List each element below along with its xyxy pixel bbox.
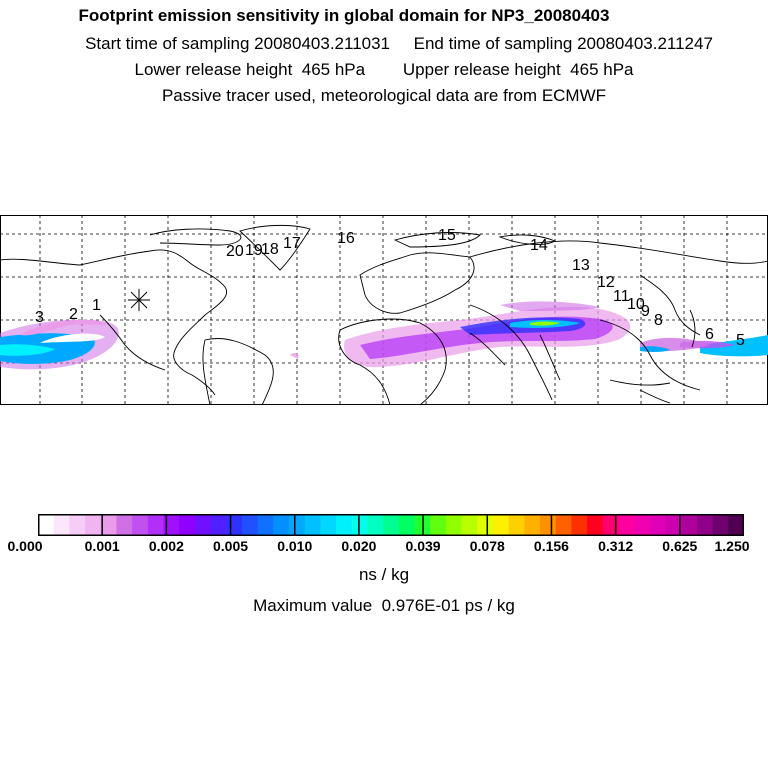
colorbar-swatch	[571, 514, 588, 536]
colorbar-swatch	[179, 514, 196, 536]
colorbar-swatch	[555, 514, 572, 536]
colorbar-swatch	[383, 514, 400, 536]
colorbar-swatch	[618, 514, 635, 536]
colorbar-swatch	[132, 514, 149, 536]
colorbar-tick-label: 0.156	[533, 538, 569, 554]
release-height-line: Lower release height 465 hPa Upper relea…	[134, 60, 634, 79]
colorbar-swatch	[696, 514, 714, 536]
traj-label-17: 17	[283, 235, 301, 252]
traj-label-14: 14	[530, 237, 548, 254]
traj-label-20: 20	[226, 243, 244, 260]
colorbar-swatch	[147, 514, 165, 536]
colorbar-swatch	[304, 514, 321, 536]
colorbar-swatch	[194, 514, 212, 536]
colorbar-swatch	[289, 514, 306, 536]
traj-label-19: 19	[245, 242, 263, 259]
colorbar-swatch	[210, 514, 227, 536]
max-value-text: Maximum value 0.976E-01 ps / kg	[253, 596, 515, 615]
colorbar-swatch	[602, 514, 619, 536]
colorbar-swatch	[336, 514, 353, 536]
colorbar-units: ns / kg	[358, 565, 410, 584]
traj-label-5: 5	[736, 332, 745, 349]
colorbar-border	[38, 514, 744, 536]
traj-label-15: 15	[438, 227, 456, 244]
colorbar-swatch	[492, 514, 510, 536]
colorbar-swatch	[351, 514, 368, 536]
colorbar-tick-label: 0.010	[277, 538, 313, 554]
colorbar-swatch	[38, 514, 55, 536]
map-svg: 1 2 3 5 6 8 9 10 11 12 13 14 15 16 17 18…	[0, 215, 768, 405]
sampling-time-line: Start time of sampling 20080403.211031 E…	[85, 34, 713, 53]
colorbar-tick-label: 1.250	[714, 538, 750, 554]
colorbar-swatch	[257, 514, 274, 536]
traj-label-1: 1	[92, 297, 101, 314]
colorbar	[37, 514, 745, 536]
traj-label-16: 16	[337, 230, 355, 247]
map-title: Footprint emission sensitivity in global…	[78, 6, 610, 25]
colorbar-swatch	[100, 514, 117, 536]
colorbar-swatch	[477, 514, 494, 536]
colorbar-swatch	[398, 514, 416, 536]
footprint-map: 1 2 3 5 6 8 9 10 11 12 13 14 15 16 17 18…	[0, 215, 768, 405]
colorbar-swatch	[367, 514, 384, 536]
colorbar-swatch	[508, 514, 525, 536]
colorbar-swatch	[320, 514, 337, 536]
traj-label-2: 2	[69, 306, 78, 323]
colorbar-swatch	[241, 514, 259, 536]
traj-label-18: 18	[261, 241, 279, 258]
tracer-info-line: Passive tracer used, meteorological data…	[161, 86, 607, 105]
colorbar-tick-label: 0.020	[341, 538, 377, 554]
colorbar-tick-label: 0.625	[662, 538, 698, 554]
colorbar-swatch	[665, 514, 682, 536]
colorbar-swatch	[116, 514, 133, 536]
coastlines	[0, 224, 768, 405]
traj-label-3: 3	[35, 309, 44, 326]
colorbar-swatch	[728, 514, 745, 536]
colorbar-swatch	[461, 514, 478, 536]
colorbar-swatch	[445, 514, 463, 536]
colorbar-swatch	[587, 514, 604, 536]
traj-label-9: 9	[641, 303, 650, 320]
traj-label-6: 6	[705, 326, 714, 343]
colorbar-swatch	[540, 514, 557, 536]
colorbar-swatch	[634, 514, 651, 536]
traj-label-11: 11	[613, 288, 630, 305]
colorbar-swatch	[85, 514, 102, 536]
traj-label-12: 12	[597, 274, 615, 291]
colorbar-tick-label: 0.001	[84, 538, 120, 554]
colorbar-tick-label: 0.312	[598, 538, 634, 554]
colorbar-swatch	[649, 514, 667, 536]
colorbar-tick-label: 0.000	[7, 538, 43, 554]
colorbar-swatch	[681, 514, 698, 536]
colorbar-swatch	[430, 514, 447, 536]
colorbar-tick-label: 0.005	[213, 538, 249, 554]
colorbar-swatch	[712, 514, 729, 536]
traj-label-10: 10	[627, 296, 645, 313]
colorbar-swatch	[163, 514, 180, 536]
colorbar-swatches	[37, 514, 745, 536]
traj-label-13: 13	[572, 257, 590, 274]
map-border	[0, 215, 768, 405]
colorbar-tick-label: 0.039	[405, 538, 441, 554]
colorbar-swatch	[524, 514, 541, 536]
colorbar-swatch	[226, 514, 243, 536]
traj-label-8: 8	[654, 312, 663, 329]
trajectory-labels: 1 2 3 5 6 8 9 10 11 12 13 14 15 16 17 18…	[35, 227, 745, 349]
colorbar-swatch	[273, 514, 290, 536]
colorbar-swatch	[69, 514, 86, 536]
release-point-star	[128, 289, 150, 311]
colorbar-tick-label: 0.078	[469, 538, 505, 554]
colorbar-swatch	[53, 514, 70, 536]
colorbar-tick-label: 0.002	[148, 538, 184, 554]
